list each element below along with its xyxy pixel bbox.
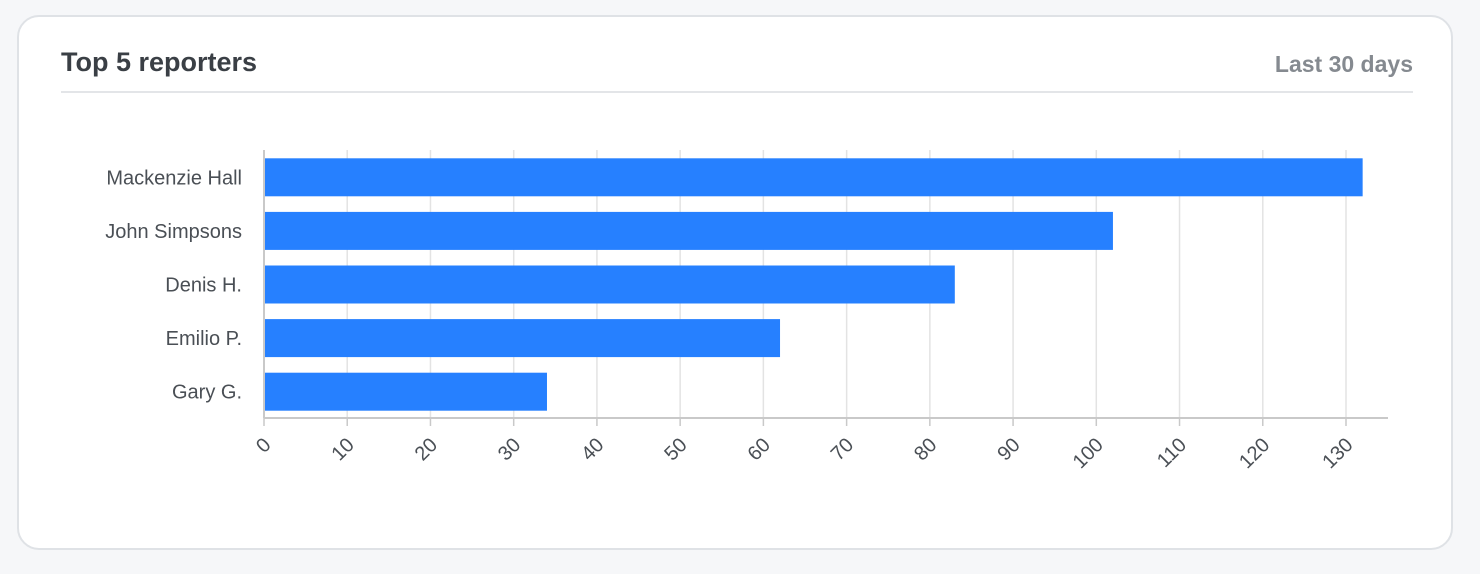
category-label: Mackenzie Hall [106,167,242,189]
bar-john-simpsons[interactable] [265,211,1113,250]
category-label: John Simpsons [105,221,242,243]
card-header: Top 5 reporters Last 30 days [61,17,1413,93]
period-label: Last 30 days [1274,51,1413,77]
bar-mackenzie-hall[interactable] [265,158,1363,197]
x-tick-label-130: 130 [1318,434,1357,473]
x-tick-label-50: 50 [660,434,691,465]
category-label: Gary G. [172,382,242,404]
x-tick-label-110: 110 [1153,434,1191,472]
x-tick-label-20: 20 [411,434,442,465]
x-tick-label-60: 60 [744,434,775,465]
bar-denis-h[interactable] [265,265,955,304]
category-label: Denis H. [165,275,242,297]
bar-emilio-p[interactable] [265,319,781,358]
x-tick-label-10: 10 [327,434,358,465]
x-tick-label-0: 0 [252,434,275,457]
x-tick-label-40: 40 [577,434,608,465]
x-tick-label-80: 80 [910,434,941,465]
bars [265,158,1363,411]
x-tick-label-90: 90 [993,434,1024,465]
axes [263,150,1388,426]
x-tick-label-100: 100 [1069,434,1108,473]
bar-gary-g[interactable] [265,372,547,411]
x-tick-label-30: 30 [494,434,525,465]
card-title: Top 5 reporters [61,47,258,77]
x-tick-label-120: 120 [1235,434,1274,473]
x-tick-label-70: 70 [827,434,858,465]
category-label: Emilio P. [166,328,242,350]
category-labels: Mackenzie Hall John Simpsons Denis H. Emili… [105,167,242,403]
tick-labels: 0 10 20 30 40 50 60 70 80 90 100 110 120 130 [252,434,1357,473]
